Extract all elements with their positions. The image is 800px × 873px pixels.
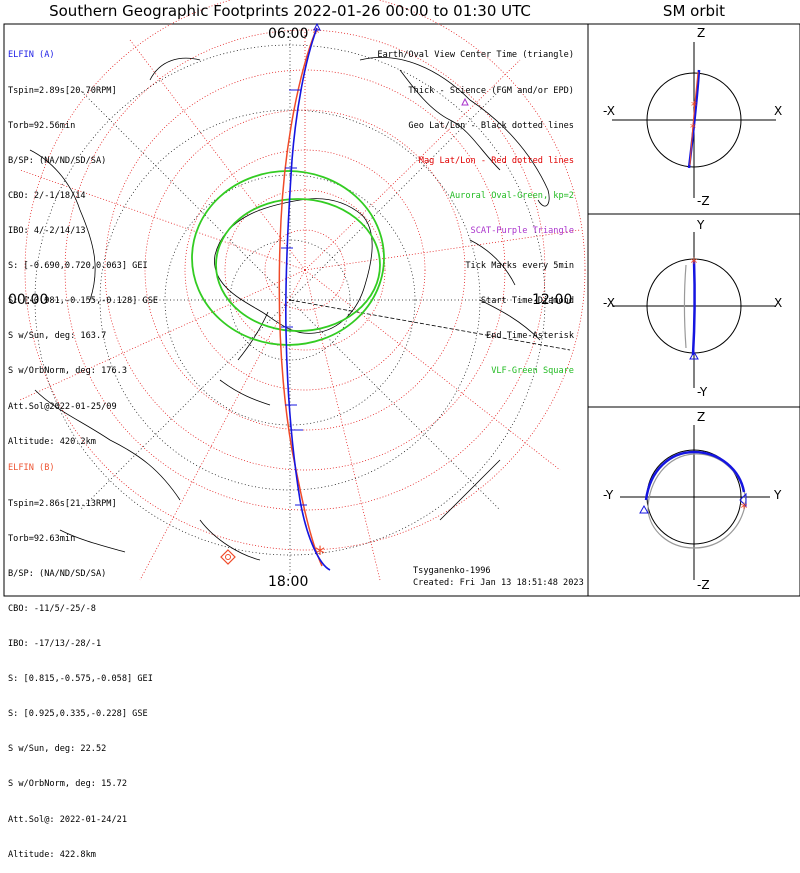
sm1-right-label: X: [774, 104, 783, 118]
legend-item: Geo Lat/Lon - Black dotted lines: [408, 120, 574, 131]
elfin-b-line: S: [0.925,0.335,-0.228] GSE: [8, 709, 148, 720]
elfin-a-info: ELFIN (A) Tspin=2.89s[20.70RPM] Torb=92.…: [8, 27, 158, 460]
elfin-a-track: [285, 27, 331, 571]
legend-item: Tick Marks every 5min: [465, 261, 574, 272]
legend-item: Mag Lat/Lon - Red dotted lines: [418, 155, 574, 166]
geo-footprint-map: * *: [3, 0, 800, 597]
elfin-b-track: [278, 29, 323, 567]
sm3-right-label: Y: [774, 488, 782, 502]
auroral-oval: [191, 170, 385, 346]
elfin-a-line: Tspin=2.89s[20.70RPM]: [8, 85, 117, 96]
elfin-a-line: Att.Sol@2022-01-25/09: [8, 401, 117, 412]
elfin-b-start-diamond: [220, 549, 236, 565]
elfin-b-line: Altitude: 422.8km: [8, 849, 96, 860]
clock-label-top: 06:00: [268, 26, 309, 42]
elfin-a-name: ELFIN (A): [8, 50, 55, 61]
elfin-a-line: CBO: 2/-1/18/14: [8, 190, 86, 201]
clock-label-right: 12:00: [532, 292, 573, 308]
sm2-bottom-label: -Y: [697, 385, 708, 399]
elfin-b-line: S w/OrbNorm, deg: 15.72: [8, 779, 127, 790]
elfin-a-track-group: [281, 22, 331, 571]
elfin-b-line: IBO: -17/13/-28/-1: [8, 638, 102, 649]
elfin-a-line: S w/Sun, deg: 163.7: [8, 331, 107, 342]
elfin-b-name: ELFIN (B): [8, 463, 55, 474]
legend-item: Auroral Oval-Green, kp=2: [449, 190, 574, 201]
elfin-a-line: S: [-0.690,0.720,0.063] GEI: [8, 261, 148, 272]
sm-orbit-title: SM orbit: [662, 2, 726, 20]
elfin-a-line: IBO: 4/-2/14/13: [8, 225, 86, 236]
sm-frame: [587, 23, 800, 597]
sm2-left-label: -X: [603, 296, 615, 310]
elfin-a-line: S w/OrbNorm, deg: 176.3: [8, 366, 127, 377]
elfin-b-end-asterisk: *: [312, 26, 320, 42]
sm-panel-3: *: [620, 425, 770, 580]
sm2-right-label: X: [774, 296, 783, 310]
elfin-a-ticks: [281, 89, 307, 506]
elfin-b-info: ELFIN (B) Tspin=2.86s[21.13RPM] Torb=92.…: [8, 440, 153, 873]
svg-text:*: *: [689, 121, 696, 135]
elfin-b-line: Torb=92.63min: [8, 533, 76, 544]
elfin-b-line: Att.Sol@: 2022-01-24/21: [8, 814, 127, 825]
sun-direction-line: [289, 299, 571, 351]
elfin-b-line: B/SP: (NA/ND/SD/SA): [8, 568, 107, 579]
svg-text:*: *: [690, 256, 698, 272]
sm-panel-1: * *: [612, 42, 776, 198]
elfin-a-line: B/SP: (NA/ND/SD/SA): [8, 155, 107, 166]
elfin-b-line: CBO: -11/5/-25/-8: [8, 603, 96, 614]
created-timestamp: Created: Fri Jan 13 18:51:48 2023: [413, 578, 584, 588]
elfin-b-line: S w/Sun, deg: 22.52: [8, 744, 107, 755]
elfin-b-start-asterisk: *: [314, 542, 326, 566]
scat-triangle: [461, 97, 469, 106]
legend: Earth/Oval View Center Time (triangle) T…: [377, 27, 574, 390]
elfin-a-center-triangle: [313, 22, 321, 31]
clock-label-left: 00:00: [8, 292, 49, 308]
legend-item: SCAT-Purple Triangle: [470, 225, 574, 236]
legend-item: Thick - Science (FGM and/or EPD): [408, 85, 574, 96]
clock-label-bottom: 18:00: [268, 574, 309, 590]
sm1-top-label: Z: [697, 26, 706, 40]
legend-item: Earth/Oval View Center Time (triangle): [377, 50, 574, 61]
elfin-b-track-group: * *: [278, 26, 326, 567]
svg-text:*: *: [690, 99, 697, 113]
svg-text:*: *: [740, 501, 748, 517]
elfin-a-line: S: [-0.981,-0.155,-0.128] GSE: [8, 296, 159, 307]
sm3-top-label: Z: [697, 410, 706, 424]
coastlines: [29, 57, 550, 561]
legend-item: End Time-Asterisk: [486, 331, 574, 342]
legend-item: VLF-Green Square: [491, 366, 574, 377]
elfin-b-line: S: [0.815,-0.575,-0.058] GEI: [8, 674, 153, 685]
model-credit: Tsyganenko-1996: [413, 566, 491, 576]
legend-item: Start Time-Diamond: [480, 296, 574, 307]
sm3-bottom-label: -Z: [697, 578, 710, 592]
elfin-a-line: Torb=92.56min: [8, 120, 76, 131]
elfin-b-line: Tspin=2.86s[21.13RPM]: [8, 498, 117, 509]
elfin-a-line: Altitude: 420.2km: [8, 436, 96, 447]
sm1-bottom-label: -Z: [697, 194, 710, 208]
sm2-top-label: Y: [697, 218, 705, 232]
sm3-left-label: -Y: [603, 488, 614, 502]
page-title: Southern Geographic Footprints 2022-01-2…: [49, 2, 531, 20]
sm1-left-label: -X: [603, 104, 615, 118]
sm-panel-2: *: [612, 232, 776, 388]
